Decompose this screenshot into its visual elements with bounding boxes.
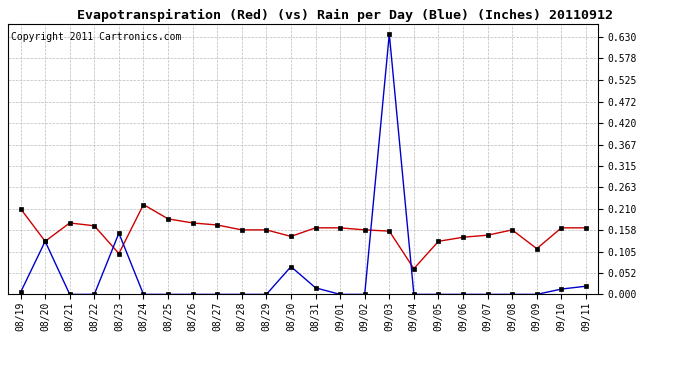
Text: Copyright 2011 Cartronics.com: Copyright 2011 Cartronics.com <box>11 33 181 42</box>
Text: Evapotranspiration (Red) (vs) Rain per Day (Blue) (Inches) 20110912: Evapotranspiration (Red) (vs) Rain per D… <box>77 9 613 22</box>
